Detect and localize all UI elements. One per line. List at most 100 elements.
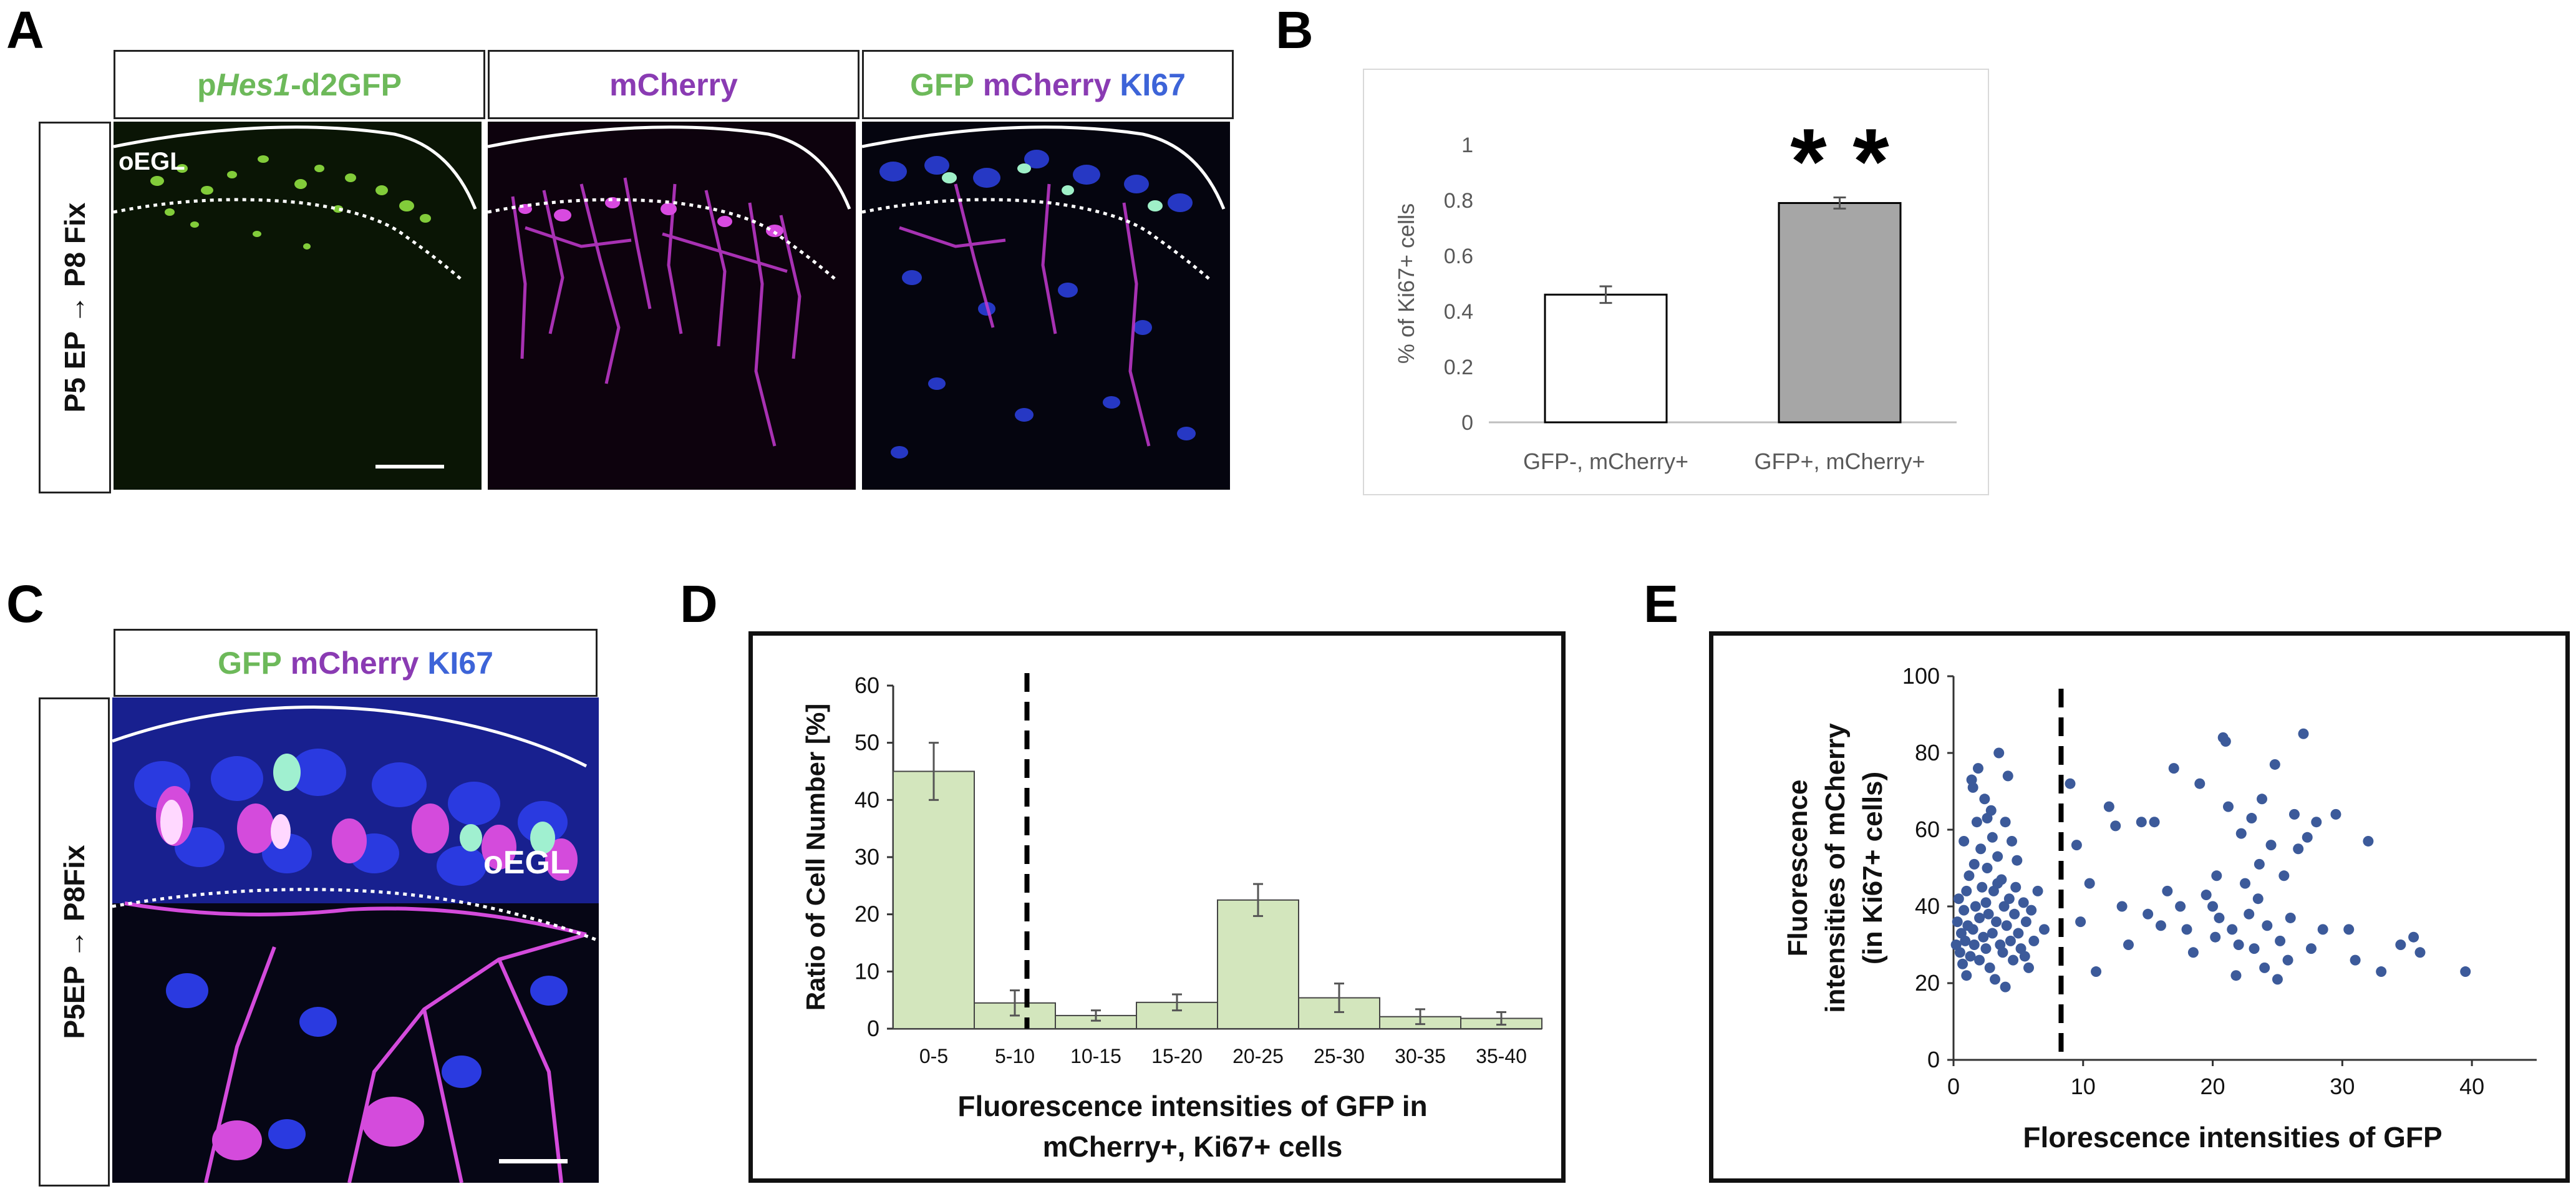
panel-a-label-gfp: p Hes1 -d2GFP (114, 50, 485, 119)
micrograph-gfp: oEGL (114, 122, 482, 490)
chart-d-xtick: 25-30 (1314, 1045, 1365, 1067)
chart-e-point (2259, 962, 2270, 973)
panel-c-side-text: P5EP → P8Fix (58, 845, 90, 1039)
chart-d-xtick: 20-25 (1232, 1045, 1284, 1067)
chart-e-point (1953, 893, 1964, 905)
chart-e-point (2162, 885, 2173, 896)
chart-e-point (1984, 962, 1995, 973)
chart-e-point (1954, 947, 1965, 958)
chart-e-point (2230, 970, 2242, 981)
chart-e-point (2012, 855, 2023, 866)
chart-e-point (2285, 912, 2296, 923)
chart-d-ytick: 60 (855, 672, 879, 698)
micrograph-mcherry-image (488, 122, 856, 490)
chart-e-point (2110, 820, 2121, 832)
chart-e-point (2001, 920, 2012, 931)
chart-b-ytick: 0.8 (1444, 189, 1473, 213)
chart-d-xlabel-line2: mCherry+, Ki67+ cells (1043, 1130, 1343, 1163)
chart-e-point (2282, 954, 2293, 966)
label-gfp-prefix: p (197, 67, 216, 102)
chart-e-point (2009, 908, 2020, 920)
label-merge-ki67: KI67 (1120, 67, 1186, 102)
chart-e-point (2187, 947, 2199, 958)
chart-e-point (1971, 817, 1982, 828)
label-merge-gfp: GFP (910, 67, 974, 102)
chart-e-point (1965, 951, 1976, 962)
oegl-label-a: oEGL (119, 148, 185, 175)
chart-e-point (2278, 870, 2290, 881)
chart-e-point (2002, 770, 2013, 782)
chart-e-point (2293, 843, 2304, 855)
panel-letter-c: C (6, 575, 44, 633)
chart-e-ytick: 80 (1915, 740, 1940, 765)
chart-e-ytick: 100 (1902, 663, 1940, 689)
chart-e-point (2010, 881, 2022, 893)
chart-e-point (2235, 828, 2247, 839)
chart-b-ytick: 0 (1461, 411, 1473, 435)
chart-d-xtick: 30-35 (1395, 1045, 1446, 1067)
chart-e-point (2211, 870, 2222, 881)
chart-e-xlabel: Florescence intensities of GFP (2023, 1121, 2442, 1153)
label-mcherry: mCherry (609, 67, 738, 102)
label-hes1-italic: Hes1 (216, 67, 291, 102)
chart-e-point (2210, 931, 2221, 943)
chart-e-point (1968, 939, 1980, 950)
chart-e-point (2020, 916, 2031, 928)
chart-e-point (2018, 897, 2029, 908)
chart-b-xtick: GFP-, mCherry+ (1523, 449, 1688, 474)
chart-e-xtick: 30 (2330, 1074, 2355, 1099)
chart-e-point (2275, 935, 2286, 946)
chart-e-point (2155, 920, 2166, 931)
chart-e-point (1983, 908, 1994, 920)
chart-d-xtick: 5-10 (995, 1045, 1035, 1067)
panel-a-label-merge: GFP mCherry KI67 (862, 50, 1234, 119)
chart-e-point (1967, 782, 1978, 793)
chart-e-point (1959, 905, 1970, 916)
chart-e-point (2084, 878, 2095, 889)
chart-e-point (1968, 858, 1980, 870)
chart-d-svg: 0 10 20 30 40 50 60 Ratio of Cell Number [%] 0-5… (801, 672, 1542, 1163)
chart-d-bar (893, 770, 975, 1029)
chart-e-point (2298, 728, 2309, 739)
chart-e-point (1974, 912, 1985, 923)
chart-e-point (1997, 947, 2008, 958)
chart-e-point (2330, 808, 2341, 820)
chart-e-point (1960, 935, 1971, 946)
panel-a-side-text: P5 EP → P8 Fix (59, 202, 91, 413)
chart-e-point (1974, 954, 1985, 966)
chart-d-xtick: 0-5 (919, 1045, 948, 1067)
chart-e-point (1967, 924, 1978, 935)
chart-e-point (2103, 801, 2114, 812)
chart-b-ytick: 0.4 (1444, 300, 1473, 324)
chart-e-point (2005, 935, 2016, 946)
chart-e-point (2343, 924, 2355, 935)
chart-e-ytick: 20 (1915, 970, 1940, 996)
chart-d-ytick: 30 (855, 844, 879, 870)
chart-e-point (1993, 747, 2005, 759)
chart-e-point (2305, 943, 2317, 954)
chart-e-point (2007, 835, 2017, 847)
chart-e-point (2000, 981, 2011, 993)
micrograph-merge-image (862, 122, 1230, 490)
chart-e-point (1989, 974, 2000, 985)
panel-c-side-label: P5EP → P8Fix (39, 697, 110, 1187)
chart-e-point (1987, 832, 1998, 843)
panel-a-label-mcherry: mCherry (488, 50, 859, 119)
chart-b-significance: * * (1790, 109, 1889, 213)
chart-e-point (2065, 778, 2076, 789)
chart-e-point (2019, 951, 2030, 962)
chart-e-point (1992, 878, 2003, 889)
chart-e-point (1959, 835, 1970, 847)
chart-e-ytick: 0 (1927, 1047, 1940, 1072)
chart-b-bar (1778, 201, 1902, 424)
chart-e-point (2350, 954, 2361, 966)
label-gfp-suffix: -d2GFP (291, 67, 402, 102)
chart-e-point (2262, 920, 2273, 931)
chart-e-point (2363, 835, 2374, 847)
chart-e-point (2008, 954, 2019, 966)
chart-d-bar (1217, 899, 1299, 1029)
chart-d-ytick: 40 (855, 787, 879, 812)
chart-e-point (1972, 763, 1983, 774)
chart-b-ytick: 0.2 (1444, 356, 1473, 379)
chart-e-point (1961, 970, 1972, 981)
